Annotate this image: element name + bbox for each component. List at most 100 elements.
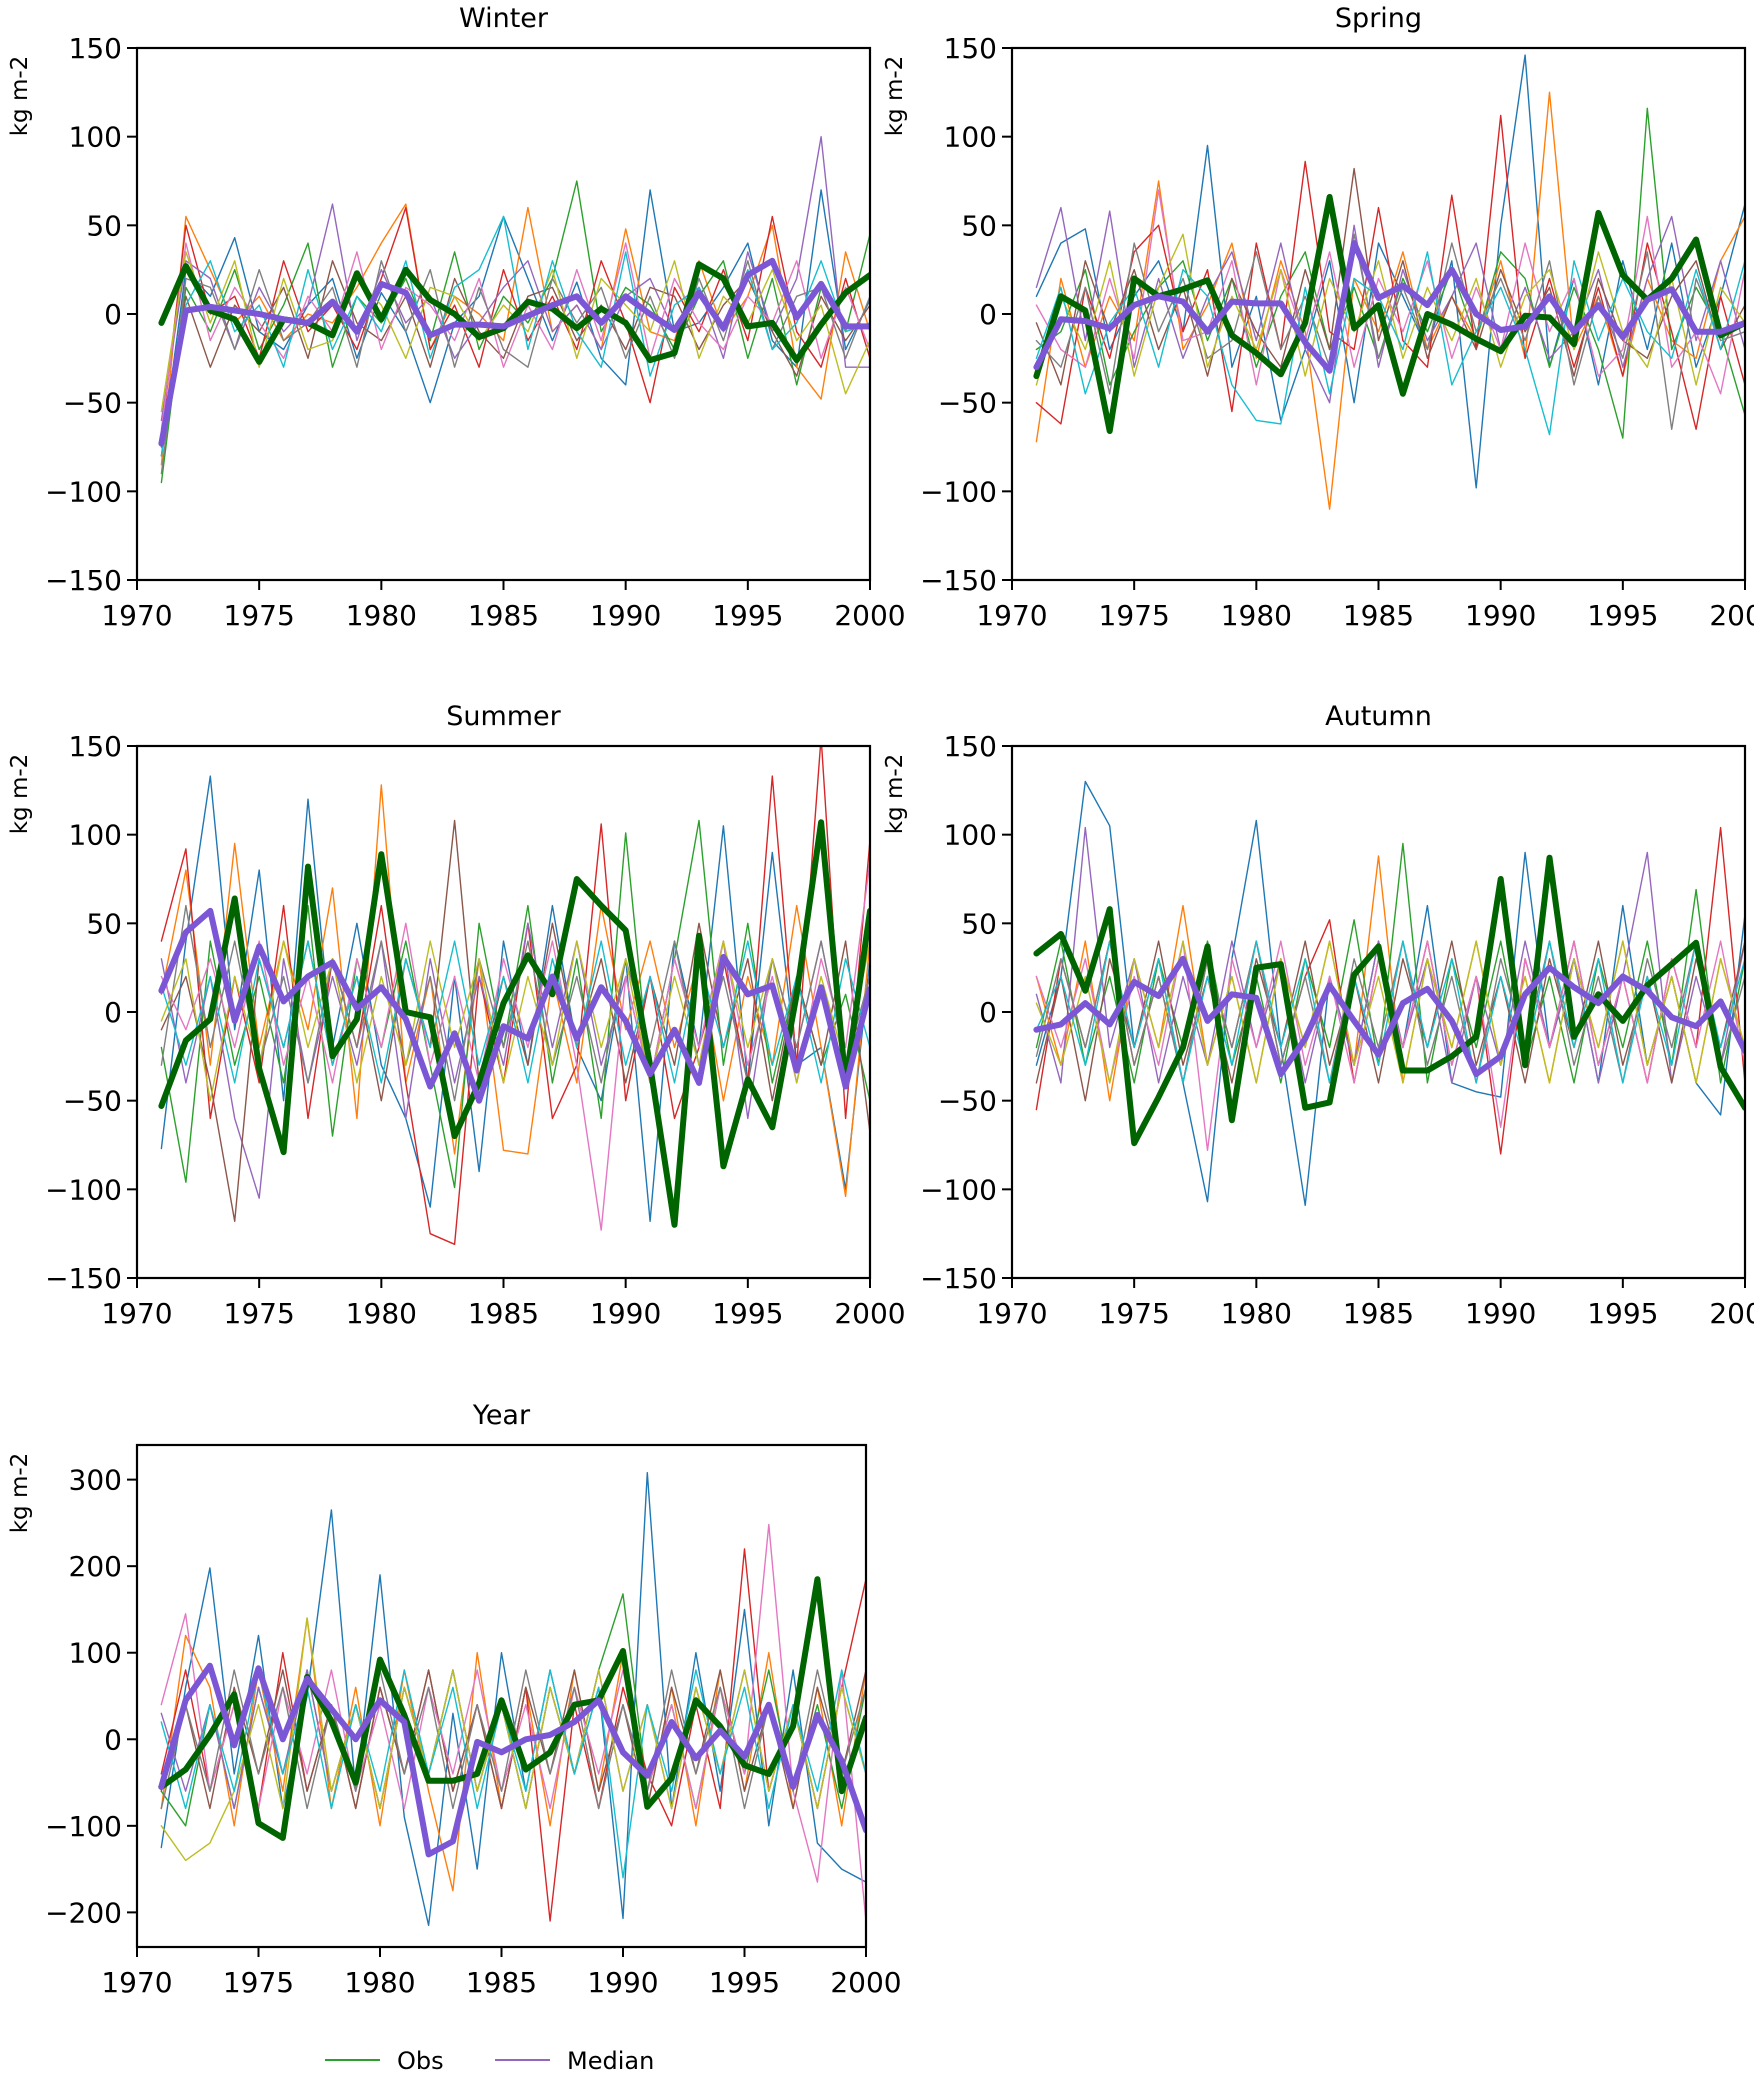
spring-ytick-label: −150 [920,564,997,597]
summer-ytick-label: 100 [69,819,122,852]
summer-ytick-label: −50 [63,1085,122,1118]
year-xtick-label: 1980 [344,1966,415,1999]
year-series-member-1 [160,1471,866,1927]
spring-series-median [1033,240,1745,374]
autumn-xtick-label: 1980 [1221,1297,1292,1330]
legend-label-median: Median [567,2047,654,2075]
summer-series-median [158,907,870,1104]
spring-ytick-label: 0 [979,298,997,331]
summer-ytick-label: 50 [86,907,122,940]
spring-xtick-label: 1975 [1099,599,1170,632]
spring-xtick-label: 1985 [1343,599,1414,632]
spring-ytick-label: 100 [944,121,997,154]
year-xtick-label: 1995 [709,1966,780,1999]
autumn-xtick-label: 1995 [1587,1297,1658,1330]
year-ytick-label: −200 [45,1896,122,1929]
summer-chart: 1970 1975 1980 1985 1990 1995 2000 −150 −100 −50 0… [7,701,906,1330]
summer-series-obs [158,819,870,1228]
year-xtick-label: 1985 [466,1966,537,1999]
winter-series-member-4 [160,206,870,439]
summer-xtick-label: 1980 [346,1297,417,1330]
summer-xtick-label: 1990 [590,1297,661,1330]
winter-xtick-label: 1980 [346,599,417,632]
autumn-ytick-label: 50 [961,907,997,940]
summer-ytick-label: −100 [45,1173,122,1206]
legend: Obs Median [325,2047,654,2075]
legend-label-obs: Obs [397,2047,444,2075]
summer-title: Summer [446,701,561,732]
winter-series-member-3 [160,180,870,484]
autumn-series-member-3 [1035,842,1745,1084]
spring-title: Spring [1335,3,1422,34]
year-series-obs [158,1576,866,1841]
autumn-xtick-label: 1975 [1099,1297,1170,1330]
autumn-ytick-label: 0 [979,996,997,1029]
autumn-ylabel: kg m-2 [882,754,908,835]
year-series-group [158,1471,866,1927]
winter-ytick-label: 150 [69,32,122,65]
summer-series-member-7 [160,860,870,1231]
year-xtick-label: 1970 [101,1966,172,1999]
autumn-ytick-label: 100 [944,819,997,852]
spring-ytick-label: 150 [944,32,997,65]
year-ylabel: kg m-2 [7,1453,33,1534]
winter-series-median [158,257,870,447]
winter-xtick-label: 1970 [101,599,172,632]
summer-ytick-label: −150 [45,1262,122,1295]
winter-title: Winter [459,3,549,34]
spring-ytick-label: −50 [938,387,997,420]
autumn-series-obs [1033,854,1745,1147]
autumn-xtick-label: 1970 [976,1297,1047,1330]
winter-ytick-label: 50 [86,209,122,242]
year-xtick-label: 1990 [587,1966,658,1999]
spring-chart: 1970 1975 1980 1985 1990 1995 2000 −150 −100 −50 0… [882,3,1754,632]
winter-ytick-label: −50 [63,387,122,420]
year-xtick-label: 2000 [830,1966,901,1999]
winter-xtick-label: 2000 [834,599,905,632]
autumn-chart: 1970 1975 1980 1985 1990 1995 2000 −150 −100 −50 0… [882,701,1754,1330]
summer-ytick-label: 150 [69,730,122,763]
summer-xtick-label: 1970 [101,1297,172,1330]
autumn-xtick-label: 1985 [1343,1297,1414,1330]
summer-ylabel: kg m-2 [7,754,33,835]
summer-ytick-label: 0 [104,996,122,1029]
autumn-ytick-label: −100 [920,1173,997,1206]
spring-series-group [1033,54,1745,510]
spring-series-obs [1033,194,1745,434]
winter-chart: 1970 1975 1980 1985 1990 1995 2000 −150 −100 −50 0… [7,3,906,632]
autumn-series-group [1033,780,1745,1207]
winter-series-member-1 [160,189,870,457]
winter-ytick-label: −150 [45,564,122,597]
spring-series-member-10 [1035,251,1745,436]
summer-xtick-label: 2000 [834,1297,905,1330]
winter-ylabel: kg m-2 [7,56,33,137]
year-ytick-label: 0 [104,1723,122,1756]
spring-xtick-label: 1990 [1465,599,1536,632]
year-ytick-label: −100 [45,1810,122,1843]
winter-series-member-7 [160,242,870,430]
winter-ytick-label: 0 [104,298,122,331]
spring-xtick-label: 1970 [976,599,1047,632]
summer-xtick-label: 1975 [224,1297,295,1330]
year-ytick-label: 100 [69,1637,122,1670]
year-xtick-label: 1975 [223,1966,294,1999]
winter-ytick-label: −100 [45,475,122,508]
summer-xtick-label: 1985 [468,1297,539,1330]
autumn-ytick-label: −50 [938,1085,997,1118]
summer-series-group [158,746,870,1246]
winter-series-obs [158,261,870,365]
autumn-xtick-label: 2000 [1709,1297,1754,1330]
year-ytick-label: 300 [69,1464,122,1497]
winter-xtick-label: 1995 [712,599,783,632]
spring-series-member-9 [1035,233,1745,386]
year-title: Year [472,1400,531,1431]
year-series-median [158,1662,866,1858]
winter-xtick-label: 1985 [468,599,539,632]
autumn-title: Autumn [1325,701,1432,732]
year-series-member-9 [160,1617,866,1862]
autumn-ytick-label: 150 [944,730,997,763]
year-ytick-label: 200 [69,1550,122,1583]
autumn-ytick-label: −150 [920,1262,997,1295]
spring-xtick-label: 1995 [1587,599,1658,632]
